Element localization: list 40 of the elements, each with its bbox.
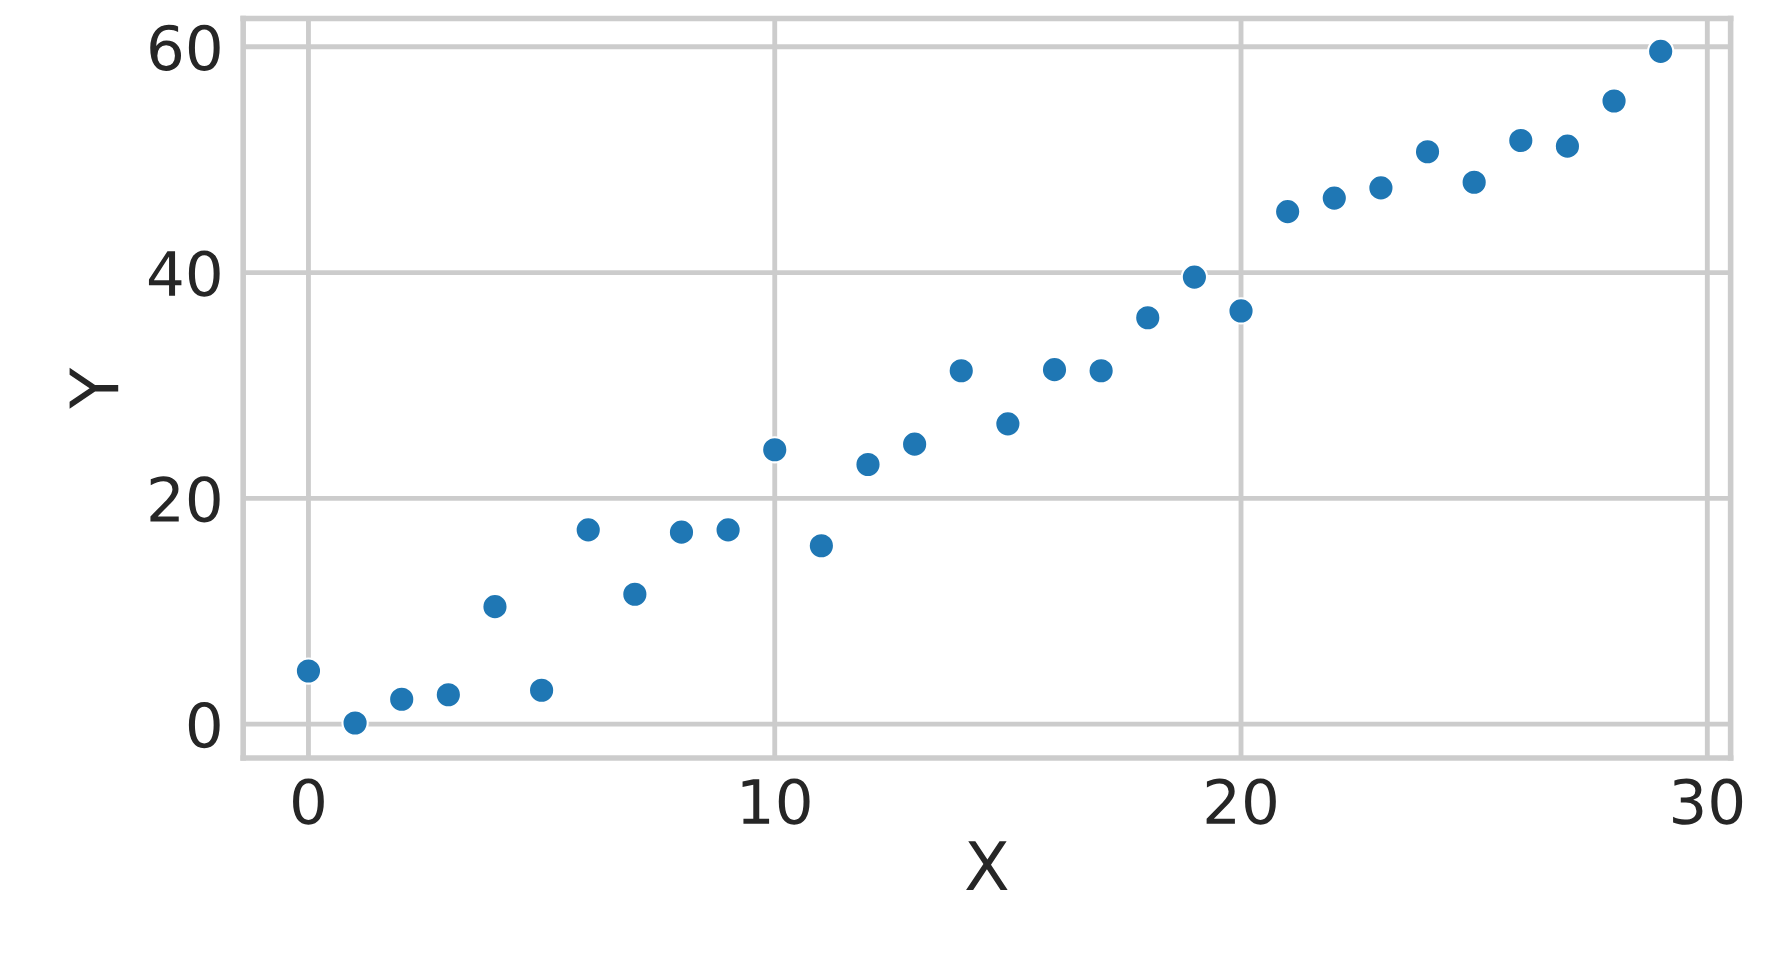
y-tick-label: 60 (150, 24, 220, 71)
y-tick-label: 40 (148, 250, 220, 297)
y-axis-title: Y (69, 367, 119, 409)
point (1507, 126, 1535, 155)
point (574, 516, 602, 544)
point (900, 430, 929, 458)
point (714, 516, 742, 544)
point (1320, 184, 1348, 212)
point (807, 532, 836, 560)
x-axis-title: X (966, 841, 1008, 890)
point (481, 593, 509, 621)
point (1274, 197, 1302, 226)
point (1087, 357, 1115, 385)
point (1040, 355, 1069, 384)
point (947, 357, 975, 385)
point (1413, 138, 1442, 166)
point (621, 580, 649, 608)
point (341, 709, 369, 737)
point (1227, 297, 1255, 325)
point (1647, 37, 1675, 65)
point (761, 436, 789, 464)
point (388, 685, 416, 713)
point (1134, 304, 1162, 332)
x-tick-label: 30 (1673, 778, 1743, 825)
x-tick-label: 20 (1206, 778, 1276, 825)
point (434, 681, 462, 709)
point (294, 657, 323, 685)
point (1553, 132, 1582, 160)
point (1600, 87, 1628, 115)
y-tick-label: 0 (188, 701, 220, 749)
point (667, 518, 696, 546)
point (527, 676, 556, 704)
x-tick-label: 0 (293, 778, 324, 825)
y-tick-label: 20 (150, 476, 220, 523)
point (854, 450, 882, 479)
x-tick-label: 10 (742, 778, 810, 825)
point (1460, 168, 1488, 196)
point (1180, 263, 1209, 291)
point (1367, 174, 1395, 202)
point (994, 410, 1022, 438)
